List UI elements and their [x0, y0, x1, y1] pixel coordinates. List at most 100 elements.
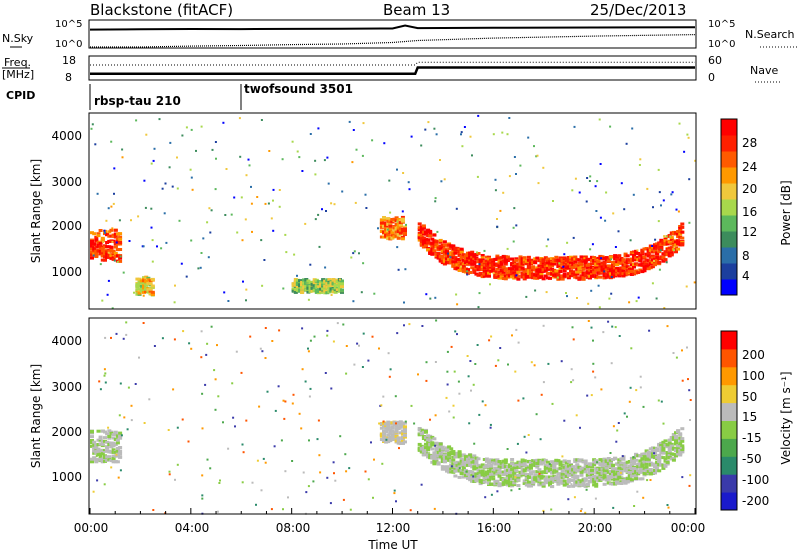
velocity-cell-1267 — [627, 460, 632, 463]
velocity-cell-1498 — [676, 429, 681, 433]
power-cell-434 — [335, 288, 340, 292]
power-scatter-91 — [285, 251, 288, 254]
velocity-cell-109 — [111, 436, 116, 440]
power-scatter-272 — [455, 293, 458, 296]
power-cell-647 — [430, 250, 435, 254]
velocity-scatter-259 — [190, 347, 193, 350]
velocity-cell-1052 — [583, 459, 588, 463]
power-scatter-292 — [478, 263, 481, 266]
power-cell-1798 — [671, 239, 676, 243]
velocity-scatter-167 — [387, 352, 390, 355]
power-scatter-87 — [350, 256, 353, 259]
velocity-cell-644 — [497, 471, 502, 475]
velocity-cell-1286 — [632, 471, 636, 475]
velocity-cell-1370 — [650, 446, 655, 450]
velocity-cell-568 — [480, 473, 485, 477]
velocity-cell-1001 — [573, 460, 578, 463]
velocity-scatter-127 — [204, 383, 207, 386]
velocity-cell-73 — [105, 458, 110, 462]
velocity-scatter-208 — [153, 345, 156, 347]
power-cell-1297 — [566, 272, 571, 276]
power-scatter-19 — [111, 240, 114, 243]
power-cell-1688 — [648, 260, 653, 264]
power-ytick-1000: 1000 — [51, 265, 82, 279]
power-cell-1725 — [657, 261, 662, 264]
velocity-cell-153 — [382, 435, 386, 439]
power-cell-427 — [333, 280, 338, 284]
velocity-cell-956 — [562, 465, 567, 469]
power-scatter-94 — [330, 294, 333, 296]
power-scatter-161 — [348, 120, 351, 123]
power-cell-1668 — [644, 266, 649, 270]
velocity-cell-691 — [508, 465, 512, 469]
velocity-cell-802 — [531, 470, 536, 474]
velocity-cell-1459 — [667, 456, 672, 459]
power-cell-1622 — [636, 263, 641, 267]
power-cell-1171 — [541, 261, 546, 265]
velocity-cell-131 — [118, 446, 123, 449]
power-cell-1516 — [613, 263, 618, 267]
velocity-cell-175 — [386, 427, 391, 431]
power-cell-787 — [459, 267, 464, 271]
power-cell-1642 — [640, 270, 645, 274]
velocity-cell-697 — [508, 470, 512, 474]
power-cell-143 — [135, 277, 140, 281]
power-cell-213 — [150, 277, 155, 281]
velocity-scatter-102 — [119, 382, 122, 385]
velocity-cell-1182 — [611, 477, 615, 481]
power-cell-838 — [470, 258, 475, 262]
velocity-scatter-286 — [125, 333, 128, 336]
power-cell-1291 — [566, 274, 571, 278]
velocity-scatter-56 — [219, 479, 221, 482]
velocity-cell-1493 — [676, 452, 681, 456]
power-cell-13 — [92, 242, 97, 246]
velocity-scatter-58 — [458, 467, 461, 470]
velocity-scatter-0 — [235, 350, 238, 353]
power-cell-1236 — [554, 273, 559, 277]
power-cell-15 — [92, 250, 97, 254]
power-scatter-227 — [270, 217, 273, 220]
velocity-cell-607 — [489, 482, 494, 486]
velocity-cell-736 — [516, 460, 521, 464]
velocity-cell-1181 — [611, 473, 615, 476]
velocity-cell-50 — [100, 448, 105, 452]
velocity-cell-89 — [107, 455, 112, 459]
power-cell-836 — [470, 250, 475, 254]
power-cell-1656 — [642, 267, 647, 271]
velocity-cell-909 — [552, 461, 557, 465]
velocity-cell-1436 — [663, 459, 668, 463]
velocity-cell-247 — [400, 429, 405, 433]
power-cell-52 — [100, 249, 105, 253]
power-scatter-31 — [110, 140, 113, 143]
power-cell-935 — [491, 267, 496, 271]
power-cell-1448 — [598, 267, 603, 271]
cpid-label: CPID — [6, 89, 35, 102]
power-cell-1803 — [674, 231, 678, 235]
velocity-cell-104 — [111, 457, 116, 461]
velocity-cell-310 — [428, 445, 433, 449]
velocity-cell-39 — [96, 458, 101, 462]
power-cell-886 — [480, 259, 485, 263]
velocity-scatter-178 — [635, 389, 638, 392]
velocity-cell-1068 — [585, 473, 590, 477]
power-cell-1398 — [587, 274, 592, 278]
velocity-cell-816 — [533, 473, 538, 477]
velocity-cell-547 — [476, 457, 481, 461]
power-cell-1149 — [535, 256, 540, 260]
velocity-cell-88 — [107, 429, 112, 433]
power-scatter-178 — [197, 267, 200, 270]
velocity-cell-1118 — [596, 468, 601, 471]
velocity-scatter-131 — [115, 453, 118, 456]
velocity-scatter-318 — [104, 381, 107, 384]
power-scatter-172 — [121, 156, 124, 159]
velocity-cell-1025 — [577, 459, 582, 463]
velocity-cell-990 — [571, 478, 576, 482]
velocity-cell-426 — [451, 455, 456, 459]
power-cell-913 — [487, 255, 491, 259]
velocity-cell-1154 — [604, 459, 609, 463]
power-scatter-116 — [128, 240, 131, 242]
velocity-cell-1464 — [669, 452, 674, 456]
velocity-cell-584 — [484, 463, 489, 467]
power-cell-131 — [118, 232, 123, 236]
power-cell-1512 — [613, 274, 618, 278]
